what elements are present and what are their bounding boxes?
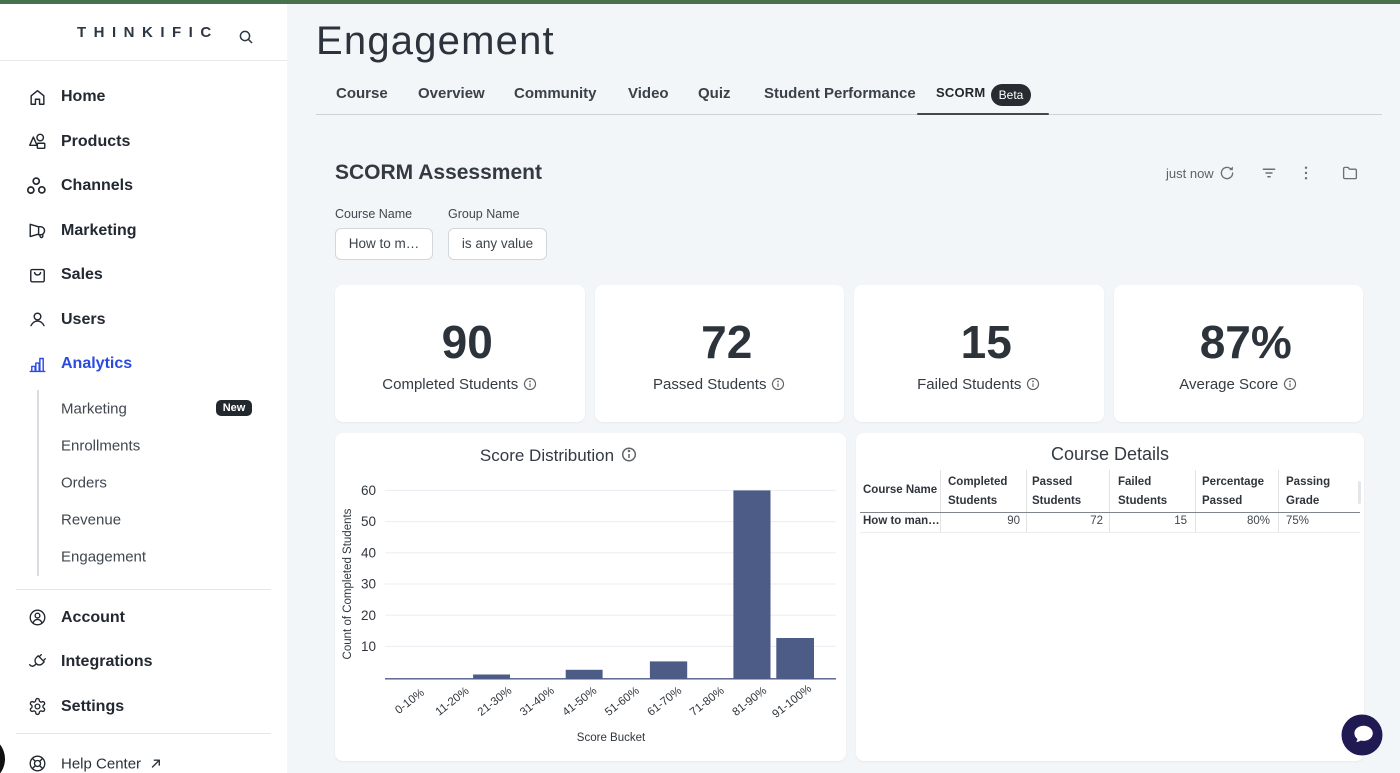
svg-text:21-30%: 21-30% bbox=[476, 685, 515, 719]
svg-text:61-70%: 61-70% bbox=[646, 685, 685, 719]
svg-text:51-60%: 51-60% bbox=[603, 685, 642, 719]
svg-text:Score Bucket: Score Bucket bbox=[577, 732, 646, 744]
svg-text:40: 40 bbox=[361, 545, 376, 560]
svg-text:Count of Completed Students: Count of Completed Students bbox=[342, 508, 354, 659]
svg-text:20: 20 bbox=[361, 608, 376, 623]
svg-text:Score Distribution: Score Distribution bbox=[480, 446, 614, 465]
svg-text:60: 60 bbox=[361, 483, 376, 498]
svg-text:41-50%: 41-50% bbox=[561, 685, 600, 719]
svg-text:10: 10 bbox=[361, 639, 376, 654]
svg-text:30: 30 bbox=[361, 577, 376, 592]
svg-text:11-20%: 11-20% bbox=[434, 685, 472, 718]
svg-text:50: 50 bbox=[361, 514, 376, 529]
svg-text:31-40%: 31-40% bbox=[518, 685, 557, 719]
svg-text:71-80%: 71-80% bbox=[688, 685, 727, 719]
svg-text:91-100%: 91-100% bbox=[770, 683, 814, 721]
svg-text:81-90%: 81-90% bbox=[731, 685, 770, 719]
svg-text:0-10%: 0-10% bbox=[393, 687, 427, 717]
